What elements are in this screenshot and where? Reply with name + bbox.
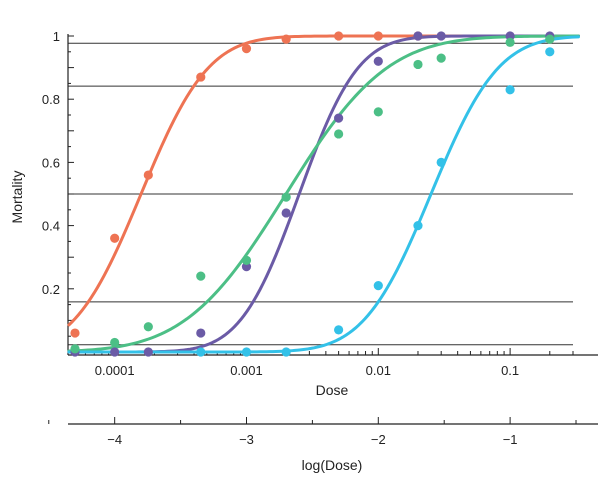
data-point-series-3 [196, 271, 206, 281]
data-point-series-3 [545, 34, 555, 44]
x-tick-label: 0.1 [501, 363, 519, 378]
data-point-series-4 [413, 221, 423, 231]
data-point-series-2 [281, 208, 291, 218]
log-dose-axis-title: log(Dose) [302, 457, 363, 473]
data-point-series-2 [334, 113, 344, 123]
y-axis: 0.2 0.4 0.6 0.8 1 [42, 29, 74, 355]
data-point-series-3 [413, 59, 423, 70]
data-point-series-2 [241, 262, 252, 272]
series-curve-1 [67, 34, 580, 327]
y-tick-label: 0.6 [42, 155, 60, 170]
data-point-series-3 [70, 344, 80, 354]
data-point-series-1 [281, 34, 291, 44]
x-axis: 0.0001 0.001 0.01 0.1 [68, 348, 598, 378]
fitted-curves [67, 34, 580, 354]
y-tick-label: 0.8 [42, 92, 60, 107]
log-dose-tick-label: −4 [107, 432, 122, 447]
y-tick-label: 0.2 [42, 282, 60, 297]
data-point-series-4 [373, 281, 383, 291]
data-point-series-4 [505, 85, 515, 95]
data-point-series-2 [436, 31, 446, 41]
data-point-series-4 [334, 325, 344, 335]
data-point-series-4 [196, 347, 206, 357]
data-point-series-2 [143, 347, 153, 357]
data-point-series-1 [196, 72, 206, 82]
y-tick-label: 0.4 [42, 219, 60, 234]
data-point-series-3 [373, 107, 383, 117]
y-tick-label: 1 [53, 29, 60, 44]
data-point-series-3 [436, 53, 446, 63]
series-curve-3 [67, 34, 580, 353]
data-point-series-1 [70, 328, 80, 338]
data-point-series-2 [196, 328, 206, 338]
data-point-series-2 [110, 347, 120, 357]
log-dose-tick-label: −1 [503, 432, 518, 447]
x-tick-label: 0.0001 [95, 363, 135, 378]
x-tick-label: 0.01 [366, 363, 391, 378]
data-point-series-1 [334, 31, 344, 41]
data-point-series-2 [505, 31, 515, 41]
data-points [70, 31, 555, 357]
data-point-series-2 [373, 56, 383, 66]
log-dose-tick-label: −2 [371, 432, 386, 447]
data-point-series-4 [436, 157, 446, 167]
log-dose-tick-label: −3 [239, 432, 254, 447]
data-point-series-4 [545, 47, 555, 57]
data-point-series-1 [143, 170, 153, 180]
data-point-series-2 [413, 31, 423, 41]
data-point-series-3 [505, 37, 515, 47]
data-point-series-3 [281, 192, 291, 202]
series-curve-4 [67, 35, 580, 354]
y-axis-title: Mortality [9, 171, 25, 224]
log-dose-axis: −4 −3 −2 −1 [48, 417, 598, 447]
data-point-series-1 [373, 31, 383, 41]
x-tick-label: 0.001 [230, 363, 263, 378]
data-point-series-4 [281, 347, 291, 357]
data-point-series-3 [110, 337, 120, 348]
data-point-series-1 [241, 44, 252, 54]
reference-lines [68, 42, 573, 346]
data-point-series-4 [241, 347, 252, 357]
x-axis-title: Dose [316, 382, 349, 398]
data-point-series-3 [334, 129, 344, 139]
data-point-series-3 [143, 322, 153, 332]
data-point-series-3 [241, 255, 252, 265]
data-point-series-1 [110, 233, 120, 243]
